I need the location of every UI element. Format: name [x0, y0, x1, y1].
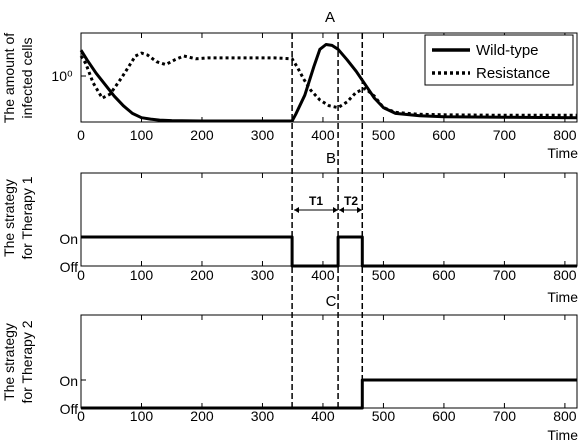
panel-b-frame: [80, 172, 578, 267]
xtick-label: 200: [190, 127, 214, 143]
t2-arrowheads: [339, 207, 362, 213]
xtick-label: 700: [493, 267, 517, 283]
xtick-label: 0: [77, 267, 85, 283]
panel-a: A The amount of infected cells 10⁰ 0 100 20…: [1, 9, 578, 161]
xtick-label: 100: [130, 267, 154, 283]
xtick-label: 300: [251, 267, 275, 283]
panel-b-title: B: [326, 150, 336, 167]
panel-a-xlabel: Time: [547, 145, 578, 161]
legend-wildtype-label: Wild-type: [476, 42, 539, 59]
switch-time-lines: [291, 33, 364, 408]
legend-box: [424, 34, 574, 86]
panel-a-ytick-label: 10⁰: [51, 68, 73, 84]
panel-b-ylabel: The strategy for Therapy 1: [1, 176, 35, 259]
xtick-label: 600: [432, 127, 456, 143]
strategy-line: [81, 378, 577, 410]
xtick-label: 400: [311, 127, 335, 143]
t1-arrowheads: [294, 207, 338, 213]
panel-c-ytick-off: Off: [60, 401, 79, 417]
xtick-label: 600: [432, 267, 456, 283]
panel-c-ytick-on: On: [59, 373, 78, 389]
panel-b-series: [81, 235, 577, 268]
ylabel-line: The amount of: [1, 33, 17, 123]
xtick-label: 800: [553, 267, 577, 283]
ylabel-line: The strategy: [1, 323, 17, 401]
xtick-label: 0: [77, 408, 85, 424]
xtick-label: 700: [493, 127, 517, 143]
panel-c-xlabel: Time: [547, 427, 578, 443]
xtick-label: 500: [372, 127, 396, 143]
xtick-label: 800: [553, 127, 577, 143]
panel-c-series: [81, 378, 577, 410]
xtick-label: 500: [372, 408, 396, 424]
panel-c: C The strategy for Therapy 2 On Off 0 100 2…: [1, 293, 578, 443]
panel-a-frame: [80, 32, 578, 123]
panel-c-frame: [80, 314, 578, 409]
xtick-label: 300: [251, 408, 275, 424]
xtick-label: 0: [77, 127, 85, 143]
panel-b-ytick-off: Off: [60, 259, 79, 275]
t2-label: T2: [344, 194, 358, 208]
xtick-label: 400: [311, 408, 335, 424]
xtick-label: 100: [130, 408, 154, 424]
ylabel-line: for Therapy 2: [19, 320, 35, 403]
legend-resistance-label: Resistance: [476, 65, 550, 82]
panel-b-xlabel: Time: [547, 289, 578, 305]
xtick-label: 600: [432, 408, 456, 424]
xtick-label: 200: [190, 267, 214, 283]
panel-c-title: C: [326, 293, 337, 310]
xtick-label: 800: [553, 408, 577, 424]
panel-b: B The strategy for Therapy 1 On Off 0 100 2…: [1, 150, 578, 305]
t1-label: T1: [309, 194, 323, 208]
panel-a-series: [79, 43, 578, 123]
xtick-label: 500: [372, 267, 396, 283]
panel-a-title: A: [325, 9, 335, 26]
xtick-label: 100: [130, 127, 154, 143]
ylabel-line: for Therapy 1: [19, 176, 35, 259]
strategy-line: [81, 235, 577, 268]
xtick-label: 400: [311, 267, 335, 283]
interval-annotations: T1 T2: [294, 194, 362, 213]
ylabel-line: infected cells: [19, 38, 35, 119]
ylabel-line: The strategy: [1, 179, 17, 257]
panel-b-ytick-on: On: [59, 231, 78, 247]
panel-c-xticks: 0 100 200 300 400 500 600 700 800: [77, 315, 577, 424]
resistance-line: [79, 51, 577, 117]
panel-c-ylabel: The strategy for Therapy 2: [1, 320, 35, 403]
xtick-label: 200: [190, 408, 214, 424]
xtick-label: 300: [251, 127, 275, 143]
panel-a-ylabel: The amount of infected cells: [1, 33, 35, 123]
legend: Wild-type Resistance: [424, 34, 574, 86]
xtick-label: 700: [493, 408, 517, 424]
